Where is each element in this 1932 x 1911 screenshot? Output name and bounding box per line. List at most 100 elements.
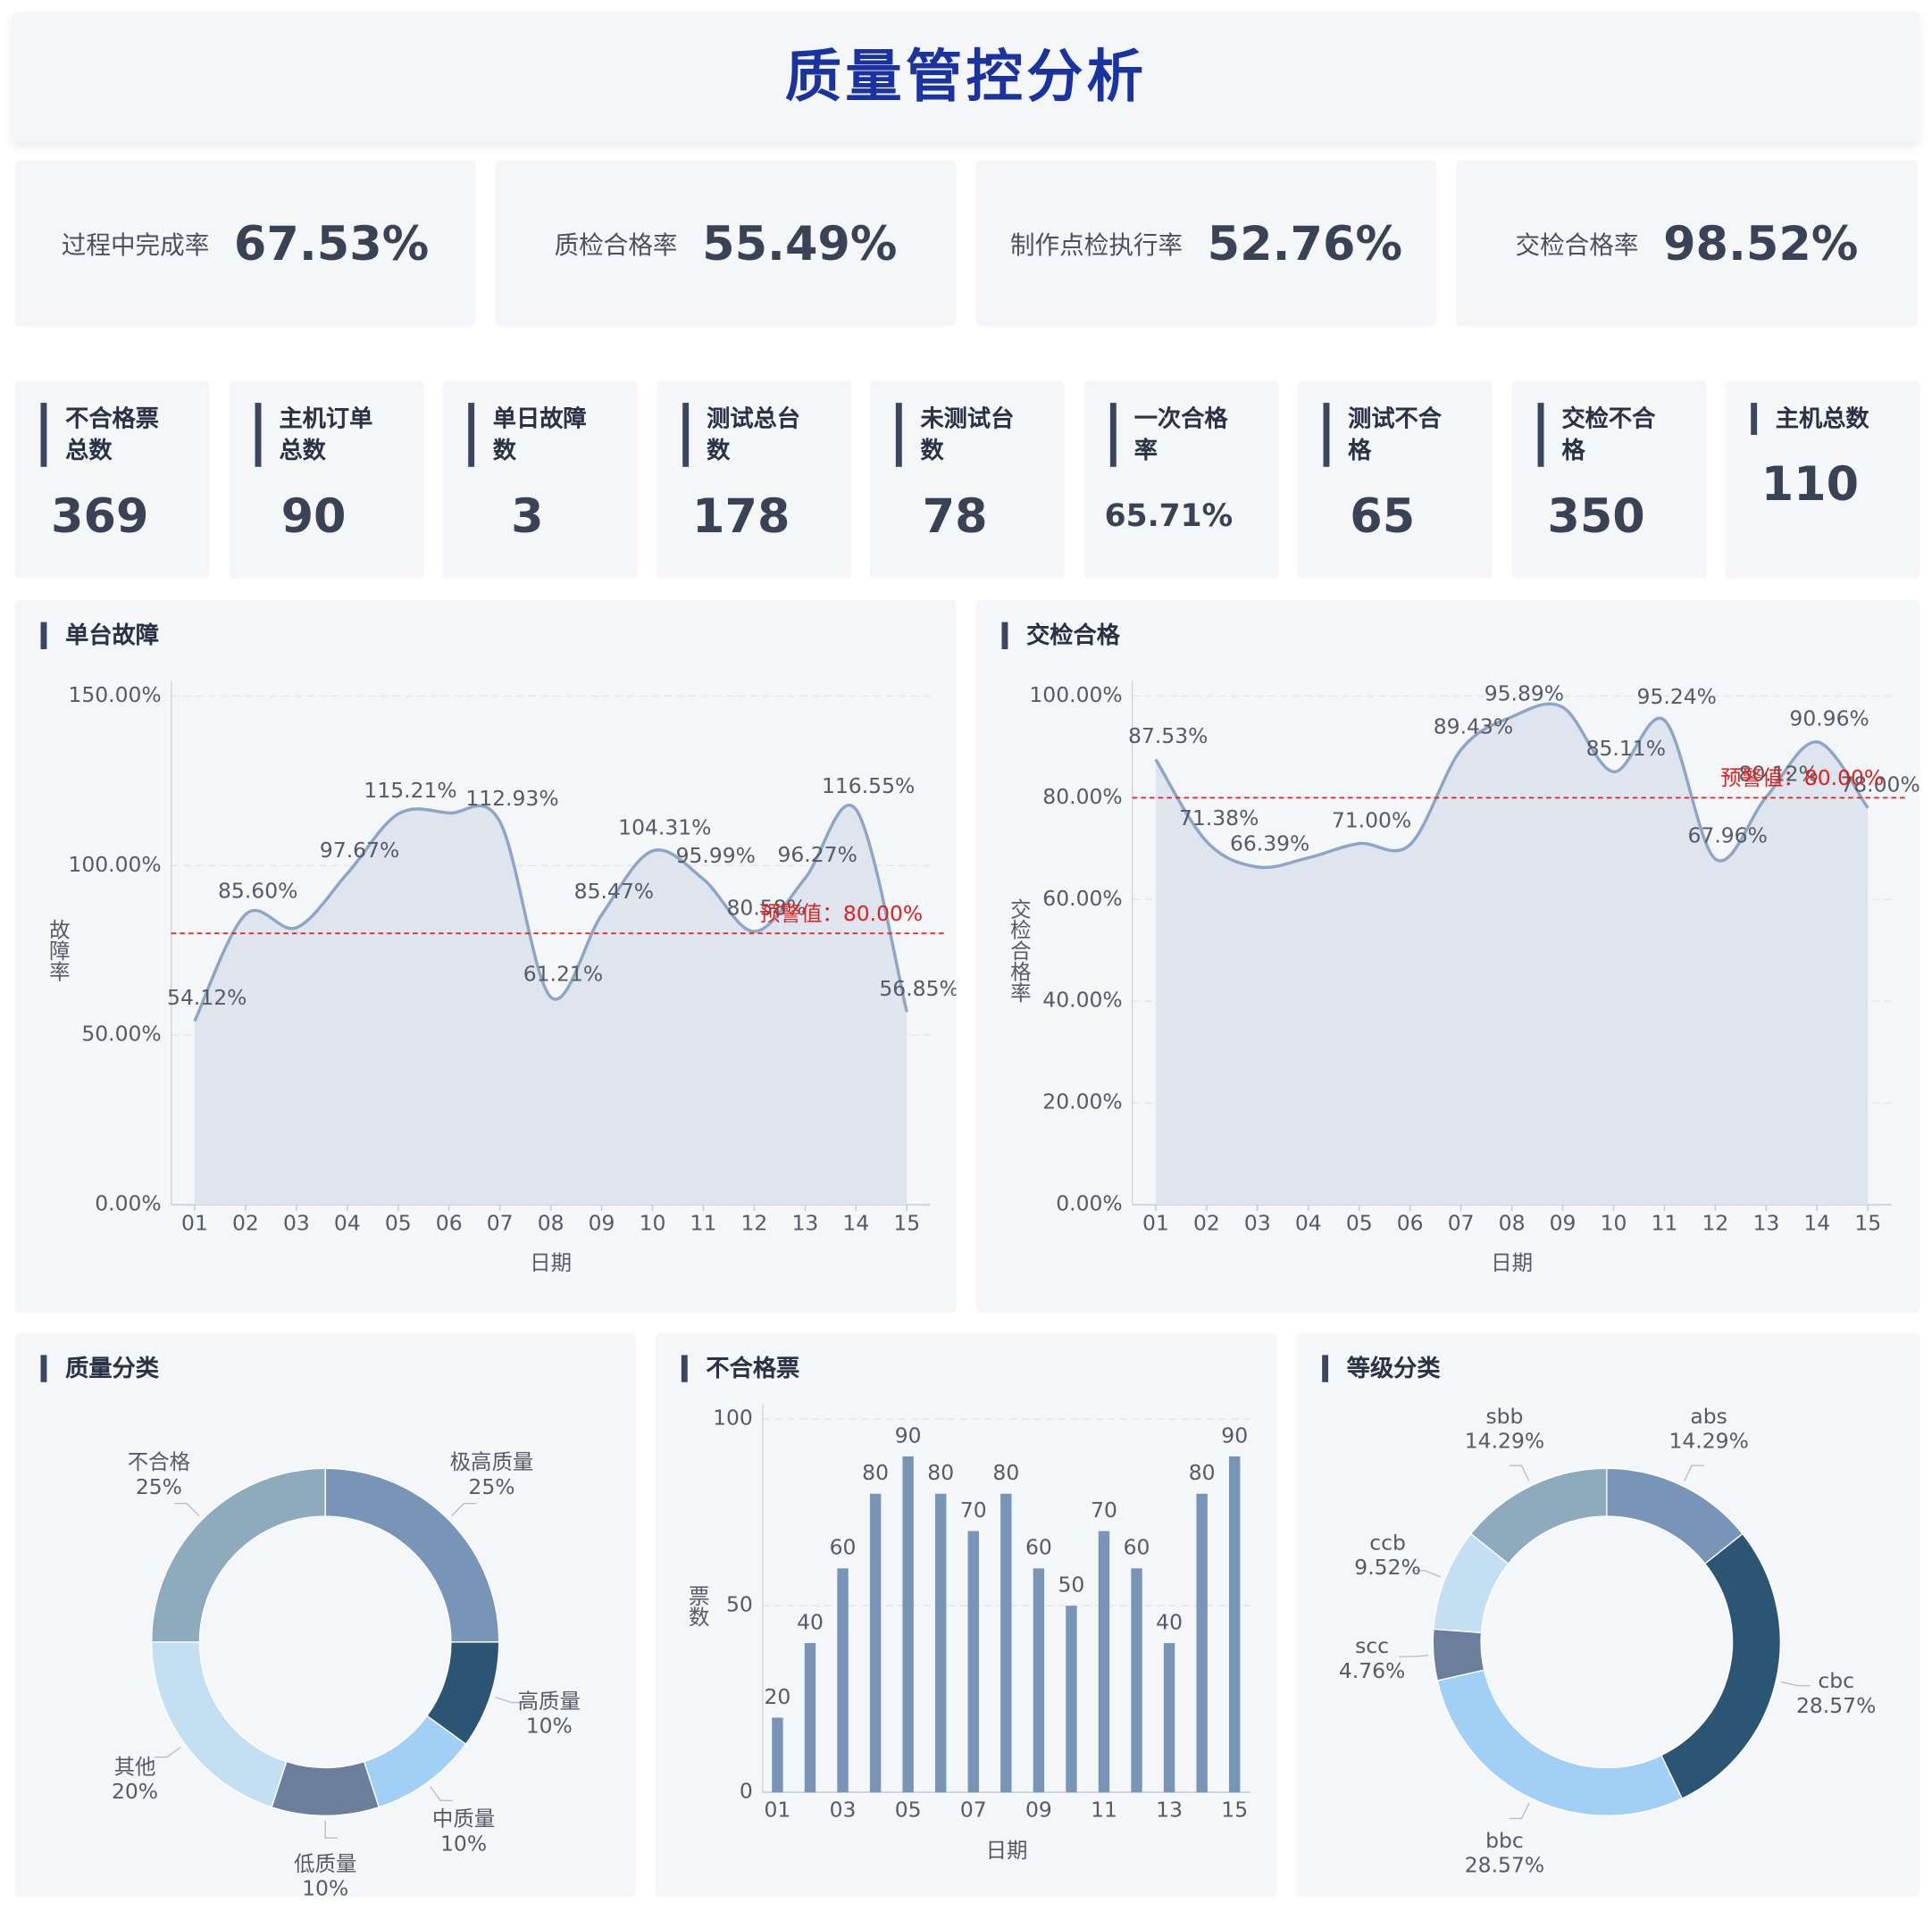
leader-line bbox=[154, 1746, 181, 1758]
slice-label: 不合格 bbox=[128, 1449, 190, 1474]
y-tick-label: 0.00% bbox=[1056, 1191, 1122, 1216]
x-tick-label: 03 bbox=[1244, 1211, 1271, 1236]
x-tick-label: 02 bbox=[232, 1211, 259, 1236]
chart-card: 极高质量 25% 高质量 10% 中质量 10% 低质量 10% 其他 20% 不合格 25% 质量分类 bbox=[14, 1332, 636, 1898]
slice-value: 10% bbox=[302, 1876, 348, 1898]
slice-value: 10% bbox=[526, 1714, 573, 1739]
value-label: 70 bbox=[960, 1498, 987, 1523]
slice-value: 28.57% bbox=[1465, 1852, 1544, 1877]
x-tick-label: 11 bbox=[1091, 1797, 1117, 1822]
stat-value: 110 bbox=[1761, 456, 1860, 512]
stat-label: 主机订单总数 bbox=[254, 403, 378, 467]
bar bbox=[1229, 1456, 1241, 1793]
value-label: 80 bbox=[1189, 1460, 1216, 1485]
y-tick-label: 150.00% bbox=[68, 682, 161, 707]
stat-value: 90 bbox=[280, 488, 347, 544]
y-axis-title: 交检合格率 bbox=[1007, 897, 1032, 1003]
chart-title: 单台故障 bbox=[40, 622, 159, 649]
value-label: 50 bbox=[1058, 1573, 1085, 1598]
stat-card: 测试总台数 178 bbox=[656, 380, 851, 580]
y-tick-label: 40.00% bbox=[1042, 988, 1122, 1013]
value-label: 80 bbox=[992, 1460, 1019, 1485]
value-label: 60 bbox=[830, 1535, 857, 1560]
leader-line bbox=[1411, 1570, 1441, 1578]
x-tick-label: 03 bbox=[283, 1211, 310, 1236]
slice-label: bbc bbox=[1485, 1828, 1524, 1853]
bar bbox=[902, 1456, 914, 1793]
value-label: 95.24% bbox=[1637, 684, 1717, 709]
x-tick-label: 09 bbox=[589, 1211, 615, 1236]
slice-value: 20% bbox=[112, 1779, 158, 1804]
x-tick-label: 05 bbox=[385, 1211, 412, 1236]
x-tick-label: 08 bbox=[538, 1211, 565, 1236]
x-tick-label: 01 bbox=[1142, 1211, 1169, 1236]
x-tick-label: 02 bbox=[1193, 1211, 1220, 1236]
x-axis-title: 日期 bbox=[986, 1838, 1028, 1863]
chart-card: 0 50 100 日期 票数 20 01 40 60 03 80 90 05 80 70 07 80 60 09 50… bbox=[655, 1332, 1277, 1898]
chart: 050100日期票数200140600380900580700780600950… bbox=[685, 1404, 1251, 1863]
x-tick-label: 13 bbox=[1752, 1211, 1779, 1236]
x-tick-label: 15 bbox=[1854, 1211, 1881, 1236]
bar bbox=[935, 1493, 947, 1793]
bar bbox=[1066, 1606, 1077, 1793]
slice-value: 9.52% bbox=[1354, 1555, 1420, 1580]
line-area bbox=[1155, 704, 1869, 1206]
stat-card: 主机订单总数 90 bbox=[228, 380, 423, 580]
stat-label: 单日故障数 bbox=[468, 403, 591, 467]
stat-card: 未测试台数 78 bbox=[869, 380, 1065, 580]
kpi-label: 过程中完成率 bbox=[61, 229, 210, 261]
leader-line bbox=[430, 1786, 453, 1801]
y-tick-label: 50 bbox=[726, 1592, 753, 1617]
bar bbox=[1196, 1493, 1208, 1793]
chart-title: 交检合格 bbox=[1001, 622, 1120, 649]
donut-segment bbox=[150, 1641, 288, 1808]
value-label: 78.00% bbox=[1840, 772, 1919, 797]
bar bbox=[1000, 1493, 1012, 1793]
bar bbox=[967, 1531, 979, 1793]
stat-card: 主机总数 110 bbox=[1725, 380, 1920, 580]
kpi-card: 交检合格率 98.52% bbox=[1456, 160, 1918, 327]
bar bbox=[837, 1568, 849, 1793]
value-label: 60 bbox=[1124, 1535, 1150, 1560]
value-label: 85.47% bbox=[574, 879, 654, 904]
x-tick-label: 12 bbox=[1702, 1211, 1728, 1236]
slice-value: 28.57% bbox=[1796, 1693, 1876, 1718]
slice-value: 25% bbox=[468, 1474, 514, 1499]
x-tick-label: 10 bbox=[1601, 1211, 1627, 1236]
chart-card: 0.00% 50.00% 100.00% 150.00% 日期 故障率 01 02 03 04 05… bbox=[14, 599, 957, 1314]
x-tick-label: 01 bbox=[181, 1211, 208, 1236]
leader-line bbox=[1509, 1802, 1530, 1820]
value-label: 95.89% bbox=[1485, 680, 1564, 705]
value-label: 90.96% bbox=[1789, 706, 1869, 731]
value-label: 80 bbox=[862, 1460, 889, 1485]
line bbox=[1154, 702, 1869, 870]
leader-line bbox=[495, 1696, 524, 1704]
chart: 0.00% 20.00% 40.00% 60.00% 80.00% 100.00% 日期 交检… bbox=[1007, 680, 1919, 1274]
header: 质量管控分析 bbox=[12, 12, 1920, 142]
slice-label: ccb bbox=[1369, 1530, 1406, 1555]
kpi-value: 98.52% bbox=[1663, 216, 1859, 271]
chart-title: 质量分类 bbox=[40, 1355, 159, 1382]
slice-label: 低质量 bbox=[294, 1851, 356, 1876]
y-tick-label: 0.00% bbox=[95, 1191, 161, 1216]
slice-value: 10% bbox=[440, 1831, 487, 1856]
y-tick-label: 50.00% bbox=[81, 1022, 161, 1047]
stat-value: 350 bbox=[1547, 488, 1645, 544]
x-tick-label: 10 bbox=[640, 1211, 666, 1236]
donut-segment bbox=[1660, 1532, 1781, 1799]
value-label: 80.58% bbox=[727, 896, 807, 921]
x-tick-label: 01 bbox=[765, 1797, 791, 1822]
stat-value: 369 bbox=[51, 488, 149, 544]
x-tick-label: 11 bbox=[1652, 1211, 1678, 1236]
bar bbox=[804, 1642, 816, 1793]
x-tick-label: 14 bbox=[842, 1211, 869, 1236]
slice-label: 中质量 bbox=[432, 1807, 495, 1832]
leader-line bbox=[1684, 1465, 1704, 1481]
stat-label: 未测试台数 bbox=[895, 403, 1019, 467]
stat-value: 78 bbox=[922, 488, 988, 544]
chart: abs14.29%cbc28.57%bbc28.57%scc4.76%ccb9.… bbox=[1339, 1404, 1877, 1877]
value-label: 90 bbox=[895, 1423, 922, 1448]
y-tick-label: 0 bbox=[740, 1779, 753, 1804]
leader-line bbox=[174, 1503, 200, 1516]
